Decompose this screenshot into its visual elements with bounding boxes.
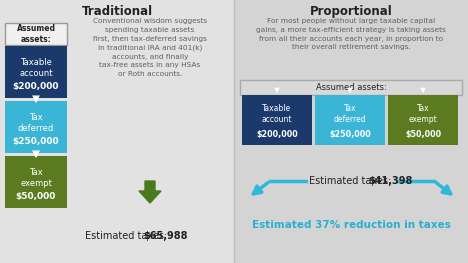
- Text: Taxable
account: Taxable account: [19, 58, 53, 78]
- FancyArrow shape: [139, 181, 161, 203]
- Text: Tax
exempt: Tax exempt: [409, 104, 438, 124]
- Text: Estimated taxes:: Estimated taxes:: [309, 176, 395, 186]
- Text: $250,000: $250,000: [329, 129, 371, 139]
- Text: $50,000: $50,000: [405, 129, 441, 139]
- FancyBboxPatch shape: [242, 95, 312, 145]
- Text: $41,398: $41,398: [368, 176, 412, 186]
- FancyBboxPatch shape: [5, 46, 67, 98]
- Text: Assumed
assets:: Assumed assets:: [16, 24, 56, 44]
- Text: $200,000: $200,000: [13, 82, 59, 91]
- Text: Tax
exempt: Tax exempt: [20, 168, 52, 188]
- Text: Tax
deferred: Tax deferred: [334, 104, 366, 124]
- Text: For most people without large taxable capital
gains, a more tax-efficient strate: For most people without large taxable ca…: [256, 18, 446, 50]
- Text: Proportional: Proportional: [310, 5, 392, 18]
- Text: $200,000: $200,000: [256, 129, 298, 139]
- FancyBboxPatch shape: [315, 95, 385, 145]
- Text: $65,988: $65,988: [143, 231, 188, 241]
- Text: Conventional wisdom suggests
spending taxable assets
first, then tax-deferred sa: Conventional wisdom suggests spending ta…: [93, 18, 207, 77]
- FancyBboxPatch shape: [0, 0, 234, 263]
- FancyBboxPatch shape: [240, 80, 462, 95]
- Text: Traditional: Traditional: [81, 5, 153, 18]
- Text: $250,000: $250,000: [13, 137, 59, 146]
- Text: Estimated taxes:: Estimated taxes:: [85, 231, 170, 241]
- Text: Taxable
account: Taxable account: [262, 104, 292, 124]
- Text: $50,000: $50,000: [16, 192, 56, 201]
- FancyBboxPatch shape: [388, 95, 458, 145]
- Text: Tax
deferred: Tax deferred: [18, 113, 54, 133]
- FancyBboxPatch shape: [5, 23, 67, 45]
- Text: Estimated 37% reduction in taxes: Estimated 37% reduction in taxes: [252, 220, 450, 230]
- FancyBboxPatch shape: [5, 156, 67, 208]
- Text: Assumed assets:: Assumed assets:: [315, 83, 387, 92]
- FancyBboxPatch shape: [5, 101, 67, 153]
